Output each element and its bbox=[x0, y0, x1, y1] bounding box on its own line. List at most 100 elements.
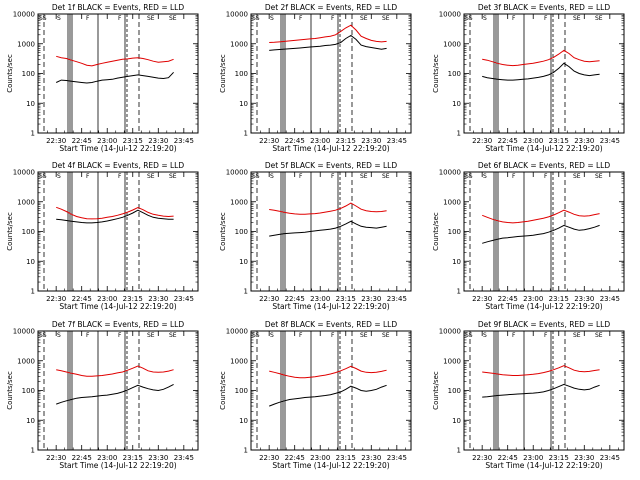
y-tick-label: 100 bbox=[22, 387, 35, 395]
y-tick-label: 10 bbox=[452, 100, 461, 108]
y-tick-label: 10000 bbox=[13, 328, 35, 336]
panel-title: Det 2f BLACK = Events, RED = LLD bbox=[265, 3, 398, 12]
flag-label: SE bbox=[573, 332, 581, 339]
y-tick-label: 10 bbox=[452, 258, 461, 266]
x-tick-label: 23:00 bbox=[310, 454, 330, 462]
flag-label: SE bbox=[169, 15, 177, 22]
flag-label: F bbox=[299, 173, 303, 180]
x-tick-label: 23:30 bbox=[574, 454, 594, 462]
flag-label: SE bbox=[360, 173, 368, 180]
flag-label: SE bbox=[595, 15, 603, 22]
y-tick-label: 10 bbox=[26, 417, 35, 425]
y-axis-label: Counts/sec bbox=[6, 54, 14, 93]
series-line-lld bbox=[56, 206, 174, 220]
flag-label: SE bbox=[147, 173, 155, 180]
y-tick-label: 1 bbox=[31, 288, 35, 296]
y-tick-label: 10000 bbox=[439, 11, 461, 19]
series-line-events bbox=[482, 224, 600, 244]
flag-label: SE bbox=[147, 332, 155, 339]
y-axis-label: Counts/sec bbox=[6, 371, 14, 410]
y-axis-label: Counts/sec bbox=[6, 212, 14, 251]
flag-label: S bbox=[270, 15, 274, 22]
series-line-lld bbox=[482, 365, 600, 376]
y-tick-label: 1000 bbox=[17, 357, 35, 365]
series-line-events bbox=[56, 209, 174, 224]
series-line-lld bbox=[269, 202, 387, 215]
x-tick-label: 22:45 bbox=[72, 454, 92, 462]
y-tick-label: 1000 bbox=[443, 357, 461, 365]
x-tick-label: 22:45 bbox=[498, 295, 518, 303]
flag-label: S bbox=[57, 173, 61, 180]
x-tick-label: 22:30 bbox=[46, 295, 66, 303]
x-tick-label: 22:45 bbox=[72, 137, 92, 145]
flag-label: F bbox=[544, 15, 548, 22]
x-tick-label: 23:15 bbox=[123, 295, 143, 303]
y-tick-label: 1 bbox=[244, 130, 248, 138]
series-line-lld bbox=[269, 365, 387, 379]
flag-label: SE bbox=[360, 15, 368, 22]
x-tick-label: 23:15 bbox=[336, 295, 356, 303]
flag-label: F bbox=[299, 332, 303, 339]
x-tick-label: 23:00 bbox=[97, 454, 117, 462]
y-tick-label: 1000 bbox=[230, 40, 248, 48]
flag-label: F bbox=[86, 15, 90, 22]
x-axis-label: Start Time (14-Jul-12 22:19:20) bbox=[485, 302, 602, 311]
y-tick-label: 100 bbox=[235, 387, 248, 395]
series-line-lld bbox=[269, 24, 387, 43]
series-line-lld bbox=[56, 55, 174, 67]
series-line-events bbox=[269, 220, 387, 237]
x-axis-label: Start Time (14-Jul-12 22:19:20) bbox=[485, 461, 602, 470]
x-tick-label: 22:45 bbox=[498, 137, 518, 145]
series-line-events bbox=[269, 384, 387, 407]
x-tick-label: 23:45 bbox=[387, 454, 407, 462]
x-tick-label: 22:30 bbox=[472, 295, 492, 303]
x-axis-label: Start Time (14-Jul-12 22:19:20) bbox=[272, 461, 389, 470]
x-tick-label: 23:45 bbox=[600, 295, 620, 303]
y-tick-label: 1000 bbox=[17, 40, 35, 48]
panel-title: Det 4f BLACK = Events, RED = LLD bbox=[52, 161, 185, 170]
y-tick-label: 1 bbox=[457, 288, 461, 296]
series-line-events bbox=[269, 34, 387, 51]
y-tick-label: 1000 bbox=[230, 198, 248, 206]
flag-label: F bbox=[331, 173, 335, 180]
x-tick-label: 23:00 bbox=[310, 137, 330, 145]
flag-label: S bbox=[270, 173, 274, 180]
series-line-lld bbox=[482, 209, 600, 224]
x-tick-label: 23:30 bbox=[148, 454, 168, 462]
x-tick-label: 23:45 bbox=[174, 137, 194, 145]
panel-title: Det 5f BLACK = Events, RED = LLD bbox=[265, 161, 398, 170]
x-tick-label: 23:15 bbox=[336, 137, 356, 145]
flag-label: SS bbox=[252, 332, 260, 339]
y-tick-label: 10000 bbox=[13, 169, 35, 177]
y-tick-label: 1000 bbox=[17, 198, 35, 206]
panel-title: Det 3f BLACK = Events, RED = LLD bbox=[478, 3, 611, 12]
y-tick-label: 1 bbox=[31, 130, 35, 138]
flag-label: F bbox=[544, 332, 548, 339]
x-tick-label: 23:30 bbox=[148, 137, 168, 145]
x-tick-label: 22:45 bbox=[285, 295, 305, 303]
y-axis-label: Counts/sec bbox=[219, 54, 227, 93]
series-line-lld bbox=[482, 49, 600, 67]
y-tick-label: 1 bbox=[244, 447, 248, 455]
series-line-events bbox=[56, 383, 174, 405]
flag-label: SE bbox=[169, 332, 177, 339]
plot-frame bbox=[250, 171, 412, 292]
x-tick-label: 22:30 bbox=[46, 137, 66, 145]
y-tick-label: 10000 bbox=[439, 328, 461, 336]
y-tick-label: 10000 bbox=[226, 328, 248, 336]
flag-label: SE bbox=[382, 332, 390, 339]
y-tick-label: 10 bbox=[452, 417, 461, 425]
series-line-events bbox=[482, 62, 600, 81]
x-tick-label: 23:45 bbox=[174, 295, 194, 303]
flag-label: SE bbox=[382, 173, 390, 180]
flag-label: F bbox=[331, 332, 335, 339]
y-tick-label: 10000 bbox=[13, 11, 35, 19]
flag-label: SS bbox=[465, 173, 473, 180]
flag-label: F bbox=[86, 332, 90, 339]
x-tick-label: 23:15 bbox=[549, 454, 569, 462]
x-tick-label: 23:15 bbox=[336, 454, 356, 462]
x-tick-label: 23:00 bbox=[310, 295, 330, 303]
flag-label: F bbox=[299, 15, 303, 22]
